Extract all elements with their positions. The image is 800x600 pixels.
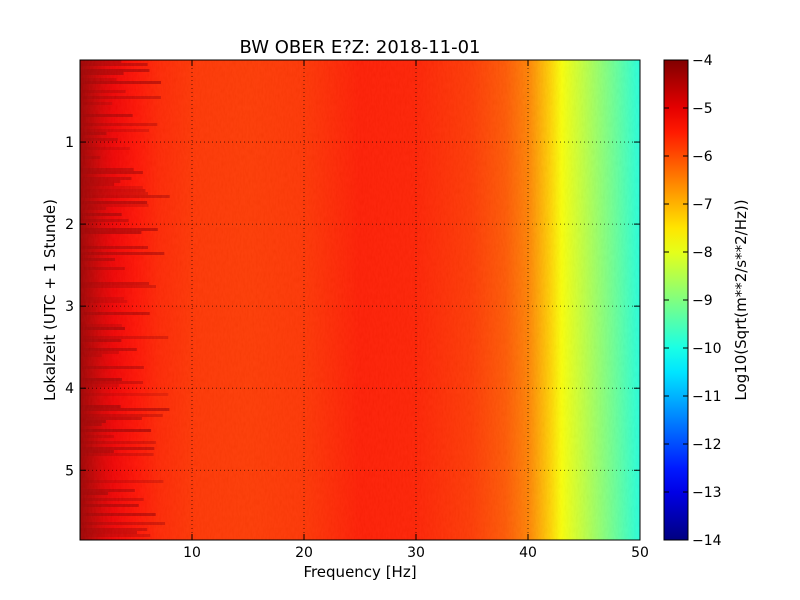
- colorbar-tick-label: −13: [692, 485, 722, 501]
- y-tick-label: 1: [65, 135, 74, 151]
- x-tick-label: 50: [631, 545, 649, 561]
- colorbar-label: Log10(Sqrt(m**2/s**2/Hz)): [732, 199, 750, 400]
- colorbar-tick-label: −11: [692, 389, 722, 405]
- grid-lines: [80, 60, 640, 540]
- x-tick-label: 10: [183, 545, 201, 561]
- colorbar-tick-label: −10: [692, 341, 722, 357]
- x-tick-label: 20: [295, 545, 313, 561]
- colorbar-ticks: −4 −5 −6 −7 −8 −9 −10 −11 −12 −13 −14: [664, 53, 722, 549]
- plot-frame: [79, 59, 641, 541]
- colorbar-tick-label: −7: [692, 197, 713, 213]
- colorbar-tick-label: −5: [692, 101, 713, 117]
- y-axis-ticks: 1 2 3 4 5: [65, 135, 640, 479]
- heatmap-texture: [80, 60, 640, 540]
- y-tick-label: 2: [65, 217, 74, 233]
- colorbar: −4 −5 −6 −7 −8 −9 −10 −11 −12 −13 −14 Log10(Sqrt(m…: [663, 53, 750, 549]
- colorbar-tick-label: −9: [692, 293, 713, 309]
- y-tick-label: 5: [65, 463, 74, 479]
- y-axis-label: Lokalzeit (UTC + 1 Stunde): [41, 199, 59, 401]
- chart-title: BW OBER E?Z: 2018-11-01: [240, 37, 481, 58]
- colorbar-tick-label: −6: [692, 149, 713, 165]
- y-tick-label: 3: [65, 299, 74, 315]
- colorbar-tick-label: −8: [692, 245, 713, 261]
- colorbar-tick-label: −14: [692, 533, 722, 549]
- x-tick-label: 30: [407, 545, 425, 561]
- heatmap: [80, 60, 640, 540]
- colorbar-tick-label: −4: [692, 53, 713, 69]
- x-tick-label: 40: [519, 545, 537, 561]
- colorbar-tick-label: −12: [692, 437, 722, 453]
- y-tick-label: 4: [65, 381, 74, 397]
- x-axis-label: Frequency [Hz]: [303, 563, 416, 581]
- x-axis-ticks: 10 20 30 40 50: [183, 60, 649, 561]
